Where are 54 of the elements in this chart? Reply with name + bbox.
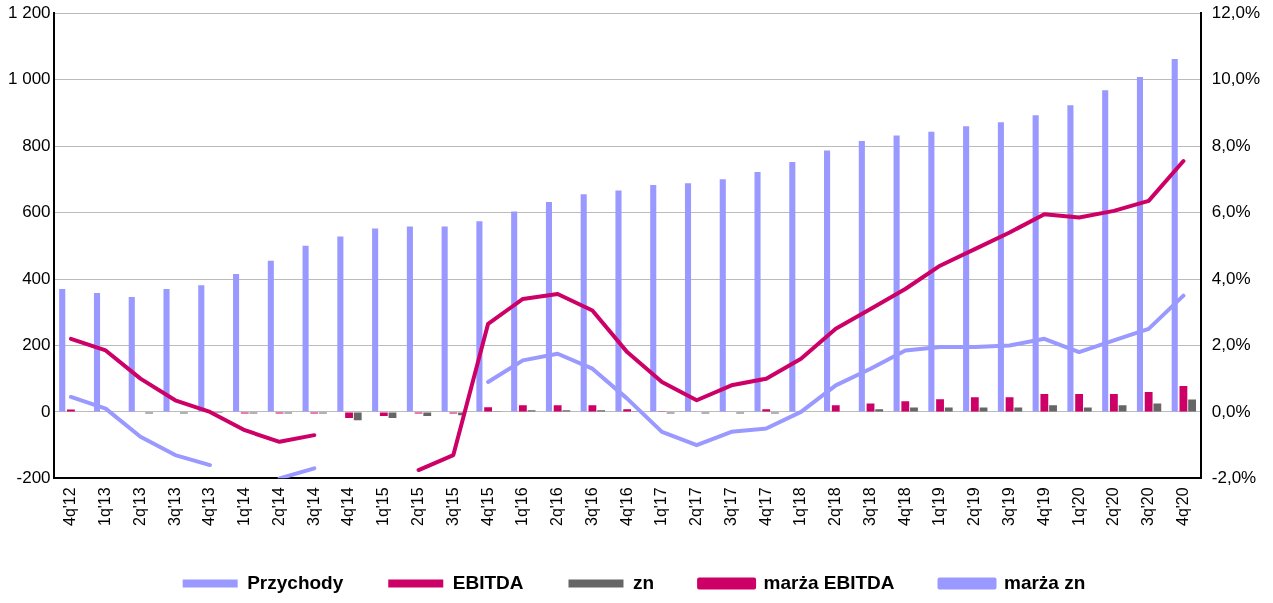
x-tick-label: 1q'19 — [930, 487, 948, 527]
x-tick-label: 1q'20 — [1069, 487, 1087, 527]
y2-tick-label: 6,0% — [1211, 202, 1251, 222]
y-tick-label: 800 — [22, 135, 51, 155]
x-tick-label: 4q'14 — [339, 487, 357, 527]
y-tick-label: 200 — [22, 335, 51, 355]
legend-label: Przychody — [247, 571, 344, 593]
legend-label: marża zn — [1004, 571, 1086, 593]
x-tick-label: 1q'16 — [513, 487, 531, 527]
x-tick-label: 3q'16 — [582, 487, 600, 527]
x-tick-label: 2q'18 — [826, 487, 844, 527]
x-tick-label: 1q'18 — [791, 487, 809, 527]
x-tick-label: 4q'17 — [756, 487, 774, 527]
x-tick-label: 4q'20 — [1173, 487, 1191, 527]
y2-tick-label: 10,0% — [1211, 69, 1260, 89]
x-tick-label: 1q'15 — [374, 487, 392, 527]
x-tick-label: 3q'15 — [443, 487, 461, 527]
x-tick-label: 3q'19 — [999, 487, 1017, 527]
x-tick-label: 4q'19 — [1034, 487, 1052, 527]
x-tick-label: 2q'19 — [965, 487, 983, 527]
y2-tick-label: 2,0% — [1211, 335, 1251, 355]
y2-tick-label: -2,0% — [1211, 468, 1257, 488]
x-tick-label: 3q'13 — [165, 487, 183, 527]
legend-label: EBITDA — [452, 571, 524, 593]
y-tick-label: 400 — [22, 268, 51, 288]
x-tick-label: 3q'20 — [1139, 487, 1157, 527]
legend-label: zn — [632, 571, 655, 593]
x-tick-label: 3q'14 — [304, 487, 322, 527]
x-tick-label: 4q'12 — [61, 487, 79, 527]
x-tick-label: 4q'13 — [200, 487, 218, 527]
y-tick-label: 0 — [41, 401, 51, 421]
y-tick-label: -200 — [16, 468, 51, 488]
x-tick-label: 2q'13 — [130, 487, 148, 527]
x-tick-label: 1q'14 — [235, 487, 253, 527]
y2-tick-label: 0,0% — [1211, 401, 1251, 421]
x-tick-label: 4q'18 — [895, 487, 913, 527]
x-tick-label: 2q'14 — [269, 487, 287, 527]
y2-tick-label: 8,0% — [1211, 135, 1251, 155]
x-tick-label: 3q'18 — [860, 487, 878, 527]
x-tick-label: 4q'16 — [617, 487, 635, 527]
x-tick-label: 1q'13 — [96, 487, 114, 527]
x-tick-label: 4q'15 — [478, 487, 496, 527]
x-tick-label: 2q'15 — [408, 487, 426, 527]
x-tick-label: 3q'17 — [721, 487, 739, 527]
x-tick-label: 2q'16 — [548, 487, 566, 527]
x-tick-label: 2q'20 — [1104, 487, 1122, 527]
y2-tick-label: 4,0% — [1211, 268, 1251, 288]
y2-tick-label: 12,0% — [1211, 2, 1260, 22]
y-tick-label: 1 000 — [7, 69, 51, 89]
y-tick-label: 1 200 — [7, 2, 51, 22]
x-tick-label: 2q'17 — [687, 487, 705, 527]
y-tick-label: 600 — [22, 202, 51, 222]
x-tick-label: 1q'17 — [652, 487, 670, 527]
legend-label: marża EBITDA — [763, 571, 895, 593]
